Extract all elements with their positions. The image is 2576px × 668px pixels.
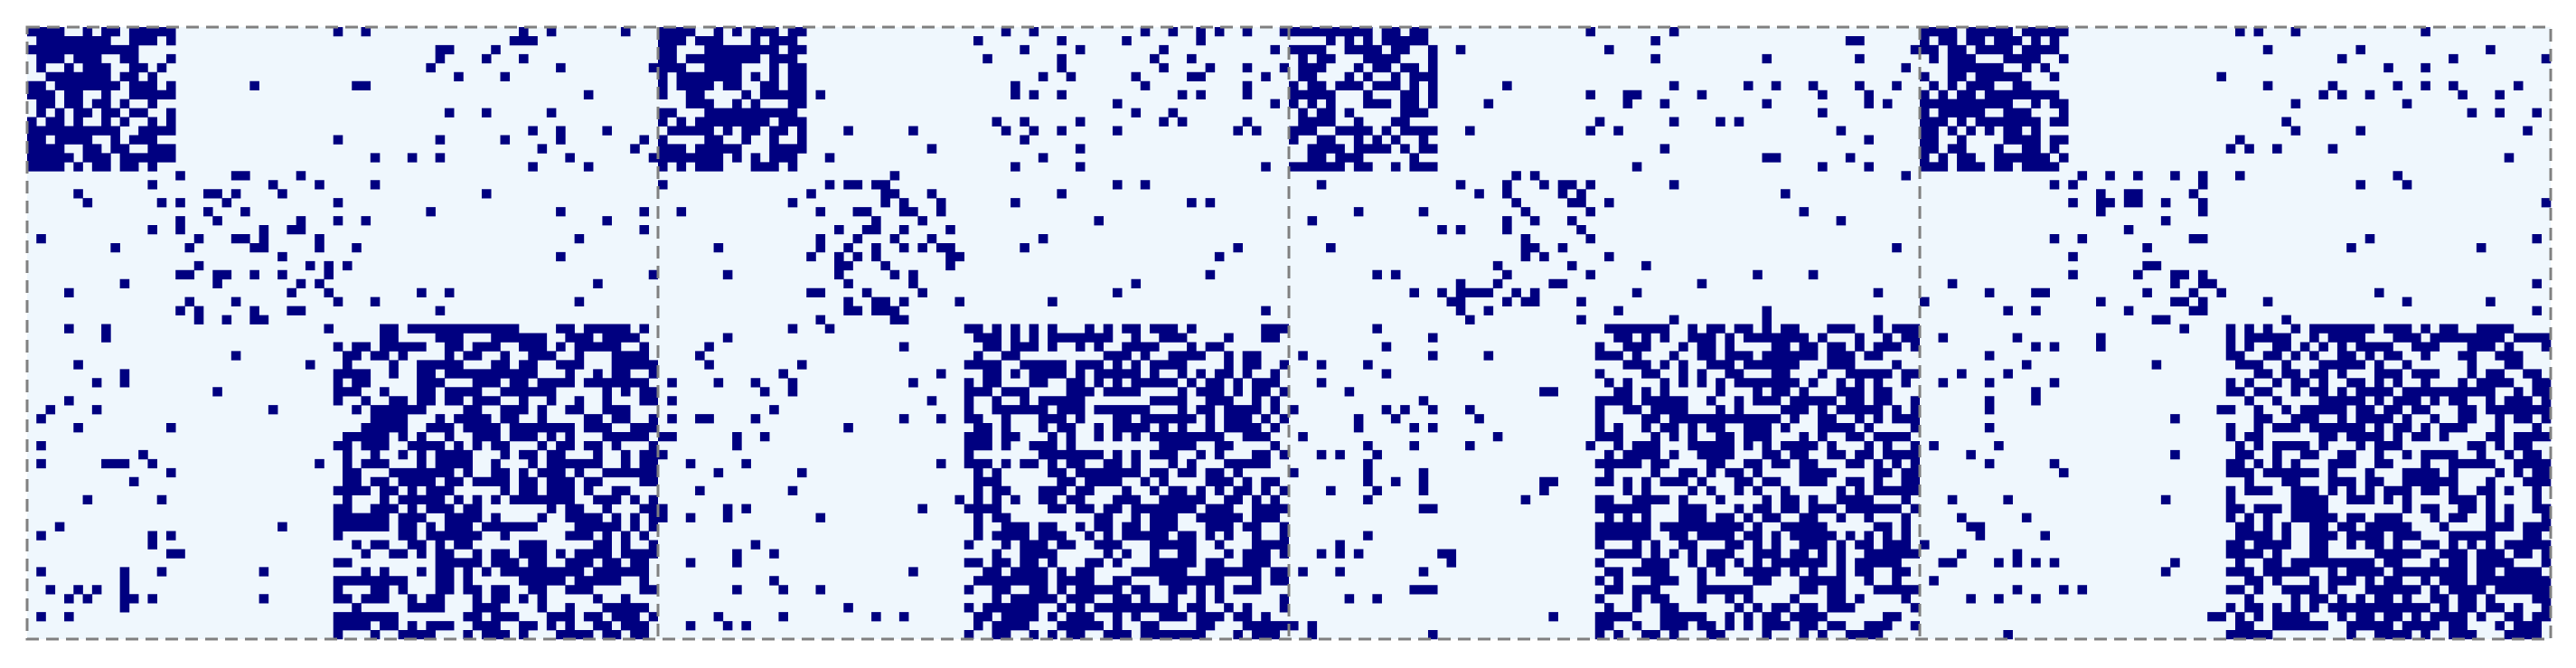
matrix-panel-2 (658, 27, 1290, 640)
matrix-panel-4 (1920, 27, 2552, 640)
matrix-panel-3 (1289, 27, 1921, 640)
panel-separators (656, 27, 1922, 639)
matrix-cells (27, 27, 659, 640)
matrix-cells (1289, 27, 1921, 640)
matrix-panel-1 (27, 27, 659, 640)
matrix-panels (27, 27, 2552, 640)
matrix-cells (1920, 27, 2552, 640)
matrix-cells (658, 27, 1290, 640)
outer-frame (25, 25, 2552, 641)
